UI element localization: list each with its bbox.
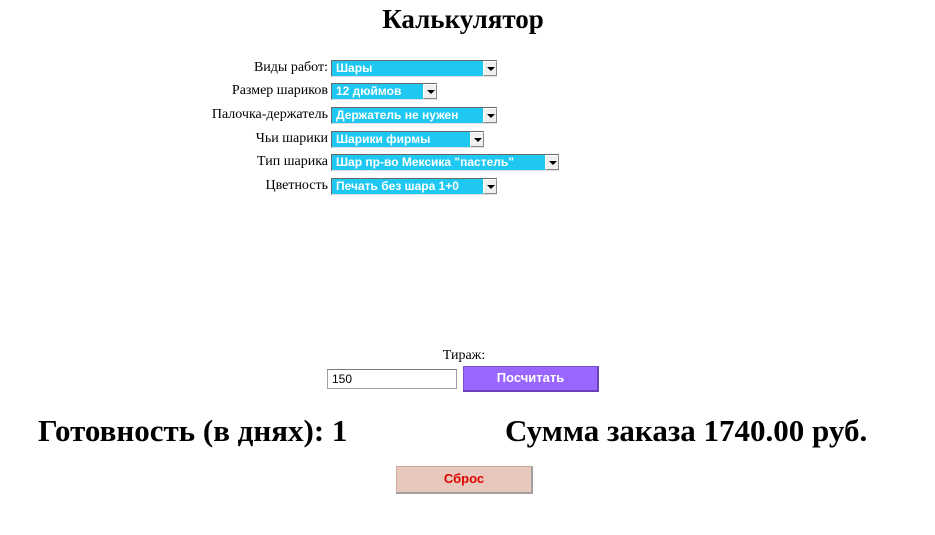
reset-button[interactable]: Сброс [396, 466, 533, 494]
form-row-balloon-owner: Чьи шарики Шарики фирмы [150, 130, 484, 148]
chevron-down-icon[interactable] [483, 107, 497, 123]
color-mode-value: Печать без шара 1+0 [336, 178, 459, 193]
calculate-button[interactable]: Посчитать [463, 366, 599, 392]
balloon-owner-label: Чьи шарики [255, 131, 328, 146]
chevron-down-icon[interactable] [483, 178, 497, 194]
balloon-size-label: Размер шариков [231, 83, 328, 98]
color-mode-label: Цветность [265, 178, 328, 193]
chevron-down-icon[interactable] [470, 131, 484, 147]
holder-stick-value: Держатель не нужен [336, 107, 459, 122]
quantity-input[interactable]: 150 [327, 369, 457, 389]
readiness-days-text: Готовность (в днях): 1 [38, 413, 348, 448]
chevron-down-icon[interactable] [545, 154, 559, 170]
work-type-select[interactable]: Шары [331, 59, 497, 77]
work-type-value: Шары [336, 60, 373, 75]
balloon-size-value: 12 дюймов [336, 83, 402, 98]
holder-stick-select[interactable]: Держатель не нужен [331, 106, 497, 124]
form-row-balloon-type: Тип шарика Шар пр-во Мексика "пастель" [150, 153, 559, 171]
holder-stick-label: Палочка-держатель [211, 107, 328, 122]
page-title: Калькулятор [382, 4, 544, 34]
quantity-label: Тираж: [442, 348, 486, 363]
form-row-balloon-size: Размер шариков 12 дюймов [150, 82, 437, 100]
chevron-down-icon[interactable] [423, 83, 437, 99]
balloon-type-select[interactable]: Шар пр-во Мексика "пастель" [331, 153, 559, 171]
balloon-owner-select[interactable]: Шарики фирмы [331, 130, 484, 148]
color-mode-select[interactable]: Печать без шара 1+0 [331, 177, 497, 195]
form-row-color-mode: Цветность Печать без шара 1+0 [150, 177, 497, 195]
work-type-label: Виды работ: [253, 60, 328, 75]
balloon-size-select[interactable]: 12 дюймов [331, 82, 437, 100]
balloon-owner-value: Шарики фирмы [336, 131, 431, 146]
form-row-work-type: Виды работ: Шары [150, 59, 497, 77]
balloon-type-value: Шар пр-во Мексика "пастель" [336, 154, 514, 169]
form-row-holder-stick: Палочка-держатель Держатель не нужен [150, 106, 497, 124]
balloon-type-label: Тип шарика [257, 154, 328, 169]
chevron-down-icon[interactable] [483, 60, 497, 76]
order-total-text: Сумма заказа 1740.00 руб. [505, 413, 868, 448]
